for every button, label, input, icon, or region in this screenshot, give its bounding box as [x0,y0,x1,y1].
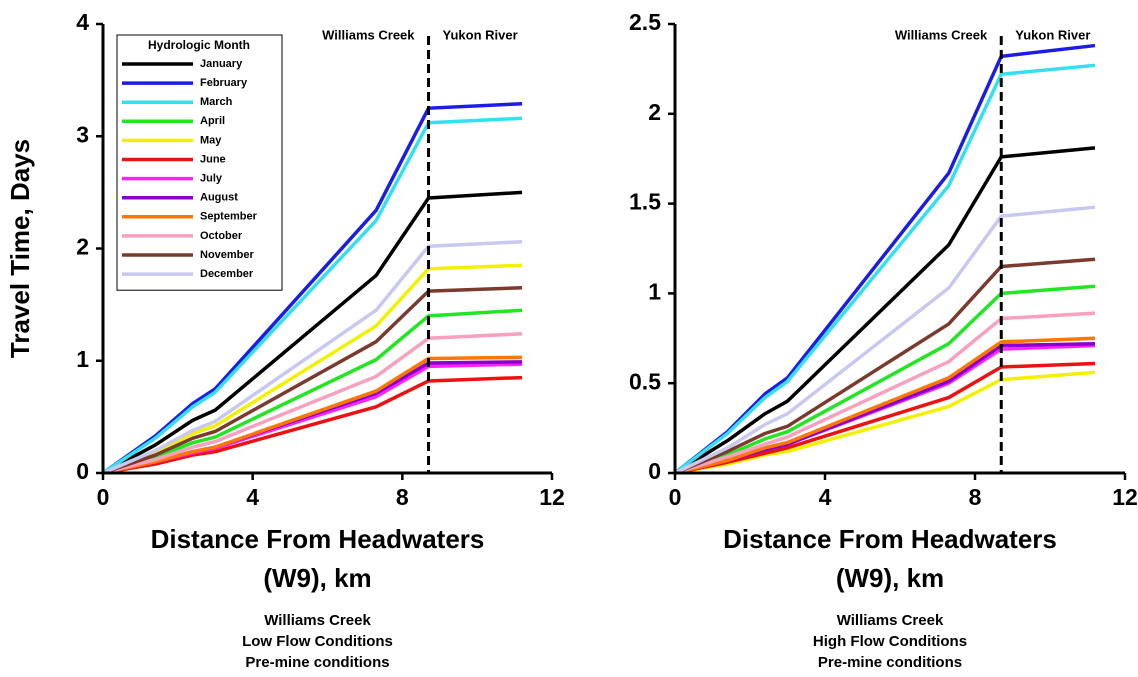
x-axis-label: Distance From Headwaters [723,524,1057,554]
caption: High Flow Conditions [813,633,967,650]
y-tick-label: 2 [76,234,89,260]
series-line [674,336,1096,475]
legend-label: June [200,153,226,165]
y-tick-label: 3 [76,121,89,147]
legend-label: August [200,192,238,204]
legend-label: January [200,58,243,70]
caption: Pre-mine conditions [818,654,962,671]
annotation: Yukon River [1015,27,1090,42]
y-tick-label: 2.5 [629,9,661,35]
x-axis-label: Distance From Headwaters [151,524,485,554]
x-tick-label: 0 [669,484,682,510]
series-line [673,63,1096,475]
y-tick-label: 1 [648,278,661,304]
y-axis-label: Travel Time, Days [5,139,35,358]
annotation: Williams Creek [895,27,988,42]
y-tick-label: 1.5 [629,189,661,215]
y-tick-label: 2 [648,99,661,125]
legend-label: December [200,268,254,280]
legend-label: July [200,173,223,185]
annotation: Williams Creek [322,27,415,42]
legend-title: Hydrologic Month [148,38,250,52]
x-tick-label: 0 [97,484,110,510]
y-tick-label: 0.5 [629,368,661,394]
y-tick-label: 1 [76,346,89,372]
caption: Williams Creek [264,612,371,629]
legend-label: March [200,96,233,108]
x-tick-label: 4 [246,484,259,510]
x-tick-label: 12 [1112,484,1138,510]
x-tick-label: 12 [539,484,565,510]
legend-label: February [200,77,248,89]
caption: Pre-mine conditions [245,654,389,671]
x-tick-label: 4 [819,484,832,510]
y-tick-label: 0 [76,458,89,484]
caption: Low Flow Conditions [242,633,393,650]
y-tick-label: 0 [648,458,661,484]
series-line [674,205,1096,475]
legend-box [116,34,283,291]
caption: Williams Creek [837,612,944,629]
legend-label: May [200,134,222,146]
x-tick-label: 8 [396,484,409,510]
legend-label: September [200,211,258,223]
x-axis-label: (W9), km [263,563,371,593]
legend-label: April [200,115,225,127]
series-line [102,308,523,475]
x-tick-label: 8 [969,484,982,510]
legend-label: October [200,230,243,242]
series-line [102,263,523,475]
legend-label: November [200,249,255,261]
x-axis-label: (W9), km [836,563,944,593]
y-tick-label: 4 [76,9,89,35]
annotation: Yukon River [443,27,518,42]
